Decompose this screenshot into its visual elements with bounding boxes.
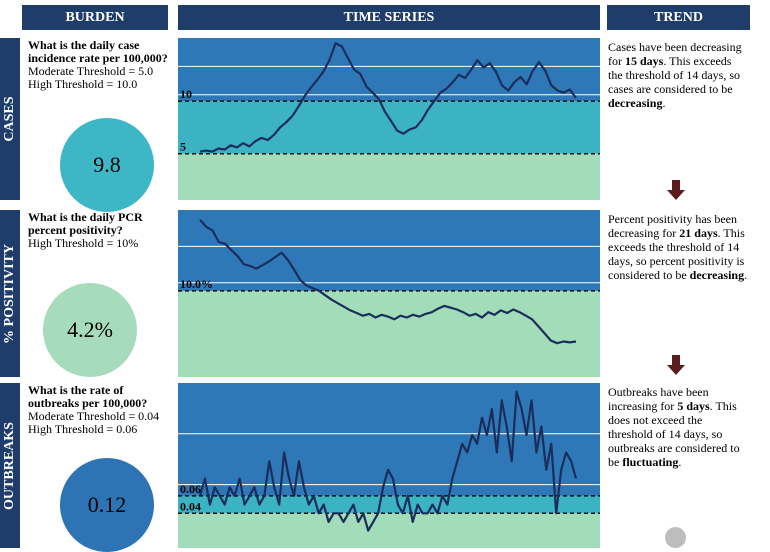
threshold-label: 0.04 xyxy=(180,499,201,513)
trend-segment: Percent positivity has been decreasing f… xyxy=(608,212,737,240)
arrow xyxy=(667,355,685,375)
trend-text: Outbreaks have been increasing for 5 day… xyxy=(608,385,748,469)
threshold: High Threshold = 10.0 xyxy=(28,77,138,91)
header: BURDEN xyxy=(22,5,168,30)
threshold: Moderate Threshold = 5.0 xyxy=(28,64,154,78)
trend-text: Percent positivity has been decreasing f… xyxy=(608,212,748,282)
threshold-label: 5 xyxy=(180,140,186,154)
burden-value: 9.8 xyxy=(60,118,154,212)
band xyxy=(178,210,600,291)
row-label: % POSITIVITY xyxy=(2,243,17,344)
burden-value: 4.2% xyxy=(43,283,137,377)
trend-segment: . xyxy=(662,96,666,110)
trend-segment: . This exceeds the threshold of 14 days,… xyxy=(608,54,740,96)
series-line xyxy=(199,42,577,153)
threshold-label: 0.06 xyxy=(180,482,201,496)
trend-text: Cases have been decreasing for 15 days. … xyxy=(608,40,748,110)
trend-segment: 15 days xyxy=(625,54,664,68)
band xyxy=(178,38,600,102)
time-series-chart: 0.04 0.06 xyxy=(178,383,600,548)
row-label: CASES xyxy=(2,96,17,142)
question-text: What is the rate of outbreaks per 100,00… xyxy=(28,383,148,410)
header: TIME SERIES xyxy=(178,5,600,30)
band xyxy=(178,101,600,154)
row-label-strip: OUTBREAKS xyxy=(0,383,20,548)
time-series-chart: 10.0% xyxy=(178,210,600,377)
question-text: What is the daily case incidence rate pe… xyxy=(28,38,168,65)
band xyxy=(178,290,600,377)
trend-segment: 5 days xyxy=(677,399,710,413)
trend-icon xyxy=(665,527,686,548)
band xyxy=(178,495,600,514)
question-text: What is the daily PCR percent positivity… xyxy=(28,210,143,237)
question: What is the daily PCR percent positivity… xyxy=(28,211,170,250)
time-series-chart: 5 10 xyxy=(178,38,600,200)
threshold: High Threshold = 10% xyxy=(28,236,139,250)
trend-segment: . This exceeds the threshold of 14 days,… xyxy=(608,226,745,282)
trend-segment: decreasing xyxy=(608,96,663,110)
trend-segment: . xyxy=(678,455,682,469)
trend-segment: Outbreaks have been increasing for xyxy=(608,385,709,413)
trend-segment: decreasing xyxy=(689,268,745,282)
trend-segment: Cases have been decreasing for xyxy=(608,40,742,68)
series-line xyxy=(199,219,577,345)
band xyxy=(178,153,600,200)
threshold-label: 10 xyxy=(180,87,192,101)
header: TREND xyxy=(607,5,750,30)
row-label-strip: % POSITIVITY xyxy=(0,210,20,377)
trend-segment: . xyxy=(744,268,748,282)
series-line xyxy=(198,390,578,532)
threshold-label: 10.0% xyxy=(180,277,213,291)
row-label-strip: CASES xyxy=(0,38,20,200)
threshold: Moderate Threshold = 0.04 xyxy=(28,409,160,423)
row-label: OUTBREAKS xyxy=(2,421,17,510)
trend-segment: 21 days xyxy=(679,226,718,240)
burden-value: 0.12 xyxy=(60,458,154,552)
band xyxy=(178,513,600,548)
arrow xyxy=(667,180,685,200)
question: What is the rate of outbreaks per 100,00… xyxy=(28,384,170,436)
threshold: High Threshold = 0.06 xyxy=(28,422,138,436)
trend-segment: . This does not exceed the threshold of … xyxy=(608,399,740,469)
band xyxy=(178,383,600,496)
question: What is the daily case incidence rate pe… xyxy=(28,39,170,91)
trend-segment: fluctuating xyxy=(622,455,679,469)
